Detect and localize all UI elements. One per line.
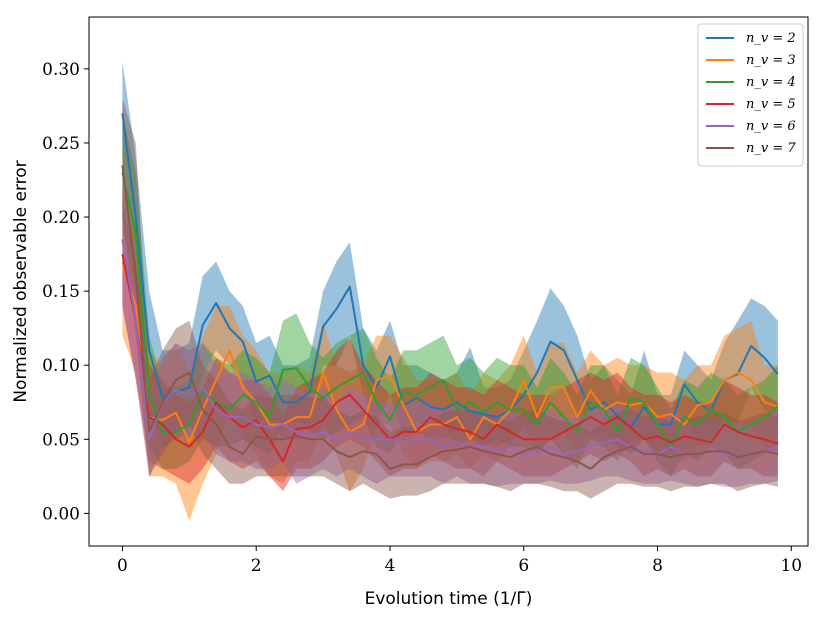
x-tick-label: 8 <box>652 556 663 576</box>
legend: n_v = 2 n_v = 3 n_v = 4 n_v = 5 n_v = 6 n_v =… <box>697 23 804 167</box>
y-tick-label: 0.15 <box>42 282 80 302</box>
x-axis-ticks: 0 2 4 6 8 10 <box>117 546 802 576</box>
legend-entry-label: n_v = 3 <box>746 53 796 68</box>
confidence-band-series-1 <box>122 61 778 455</box>
x-tick-label: 0 <box>117 556 128 576</box>
legend-entry-label: n_v = 4 <box>746 75 796 90</box>
y-axis-label: Normalized observable error <box>11 160 31 402</box>
x-axis-label: Evolution time (1/Γ̄) <box>365 589 533 609</box>
series-lines <box>121 113 779 470</box>
x-tick-label: 10 <box>780 556 802 576</box>
legend-entry-label: n_v = 5 <box>746 97 796 112</box>
series-line-4 <box>121 253 779 463</box>
y-tick-label: 0.20 <box>42 208 80 228</box>
confidence-band-series-2 <box>122 187 778 521</box>
confidence-band-series-3 <box>122 113 778 477</box>
x-tick-label: 4 <box>385 556 396 576</box>
series-line-6 <box>121 165 779 470</box>
series-line-2 <box>121 261 779 444</box>
plot-frame <box>88 16 809 547</box>
y-tick-label: 0.00 <box>42 504 80 524</box>
y-tick-label: 0.25 <box>42 134 80 154</box>
y-axis-ticks: 0.00 0.05 0.10 0.15 0.20 0.25 0.30 <box>42 60 89 524</box>
x-tick-label: 6 <box>518 556 529 576</box>
series-line-5 <box>121 239 779 459</box>
series-line-3 <box>121 172 779 448</box>
legend-entry-label: n_v = 2 <box>746 31 796 46</box>
legend-entry-label: n_v = 6 <box>746 119 796 134</box>
series-line-1 <box>121 113 779 429</box>
confidence-band-series-5 <box>122 172 778 487</box>
confidence-band-series-6 <box>122 98 778 499</box>
legend-entry-label: n_v = 7 <box>746 141 796 156</box>
y-tick-label: 0.10 <box>42 356 80 376</box>
y-tick-label: 0.30 <box>42 60 80 80</box>
x-tick-label: 2 <box>251 556 262 576</box>
y-tick-label: 0.05 <box>42 430 80 450</box>
